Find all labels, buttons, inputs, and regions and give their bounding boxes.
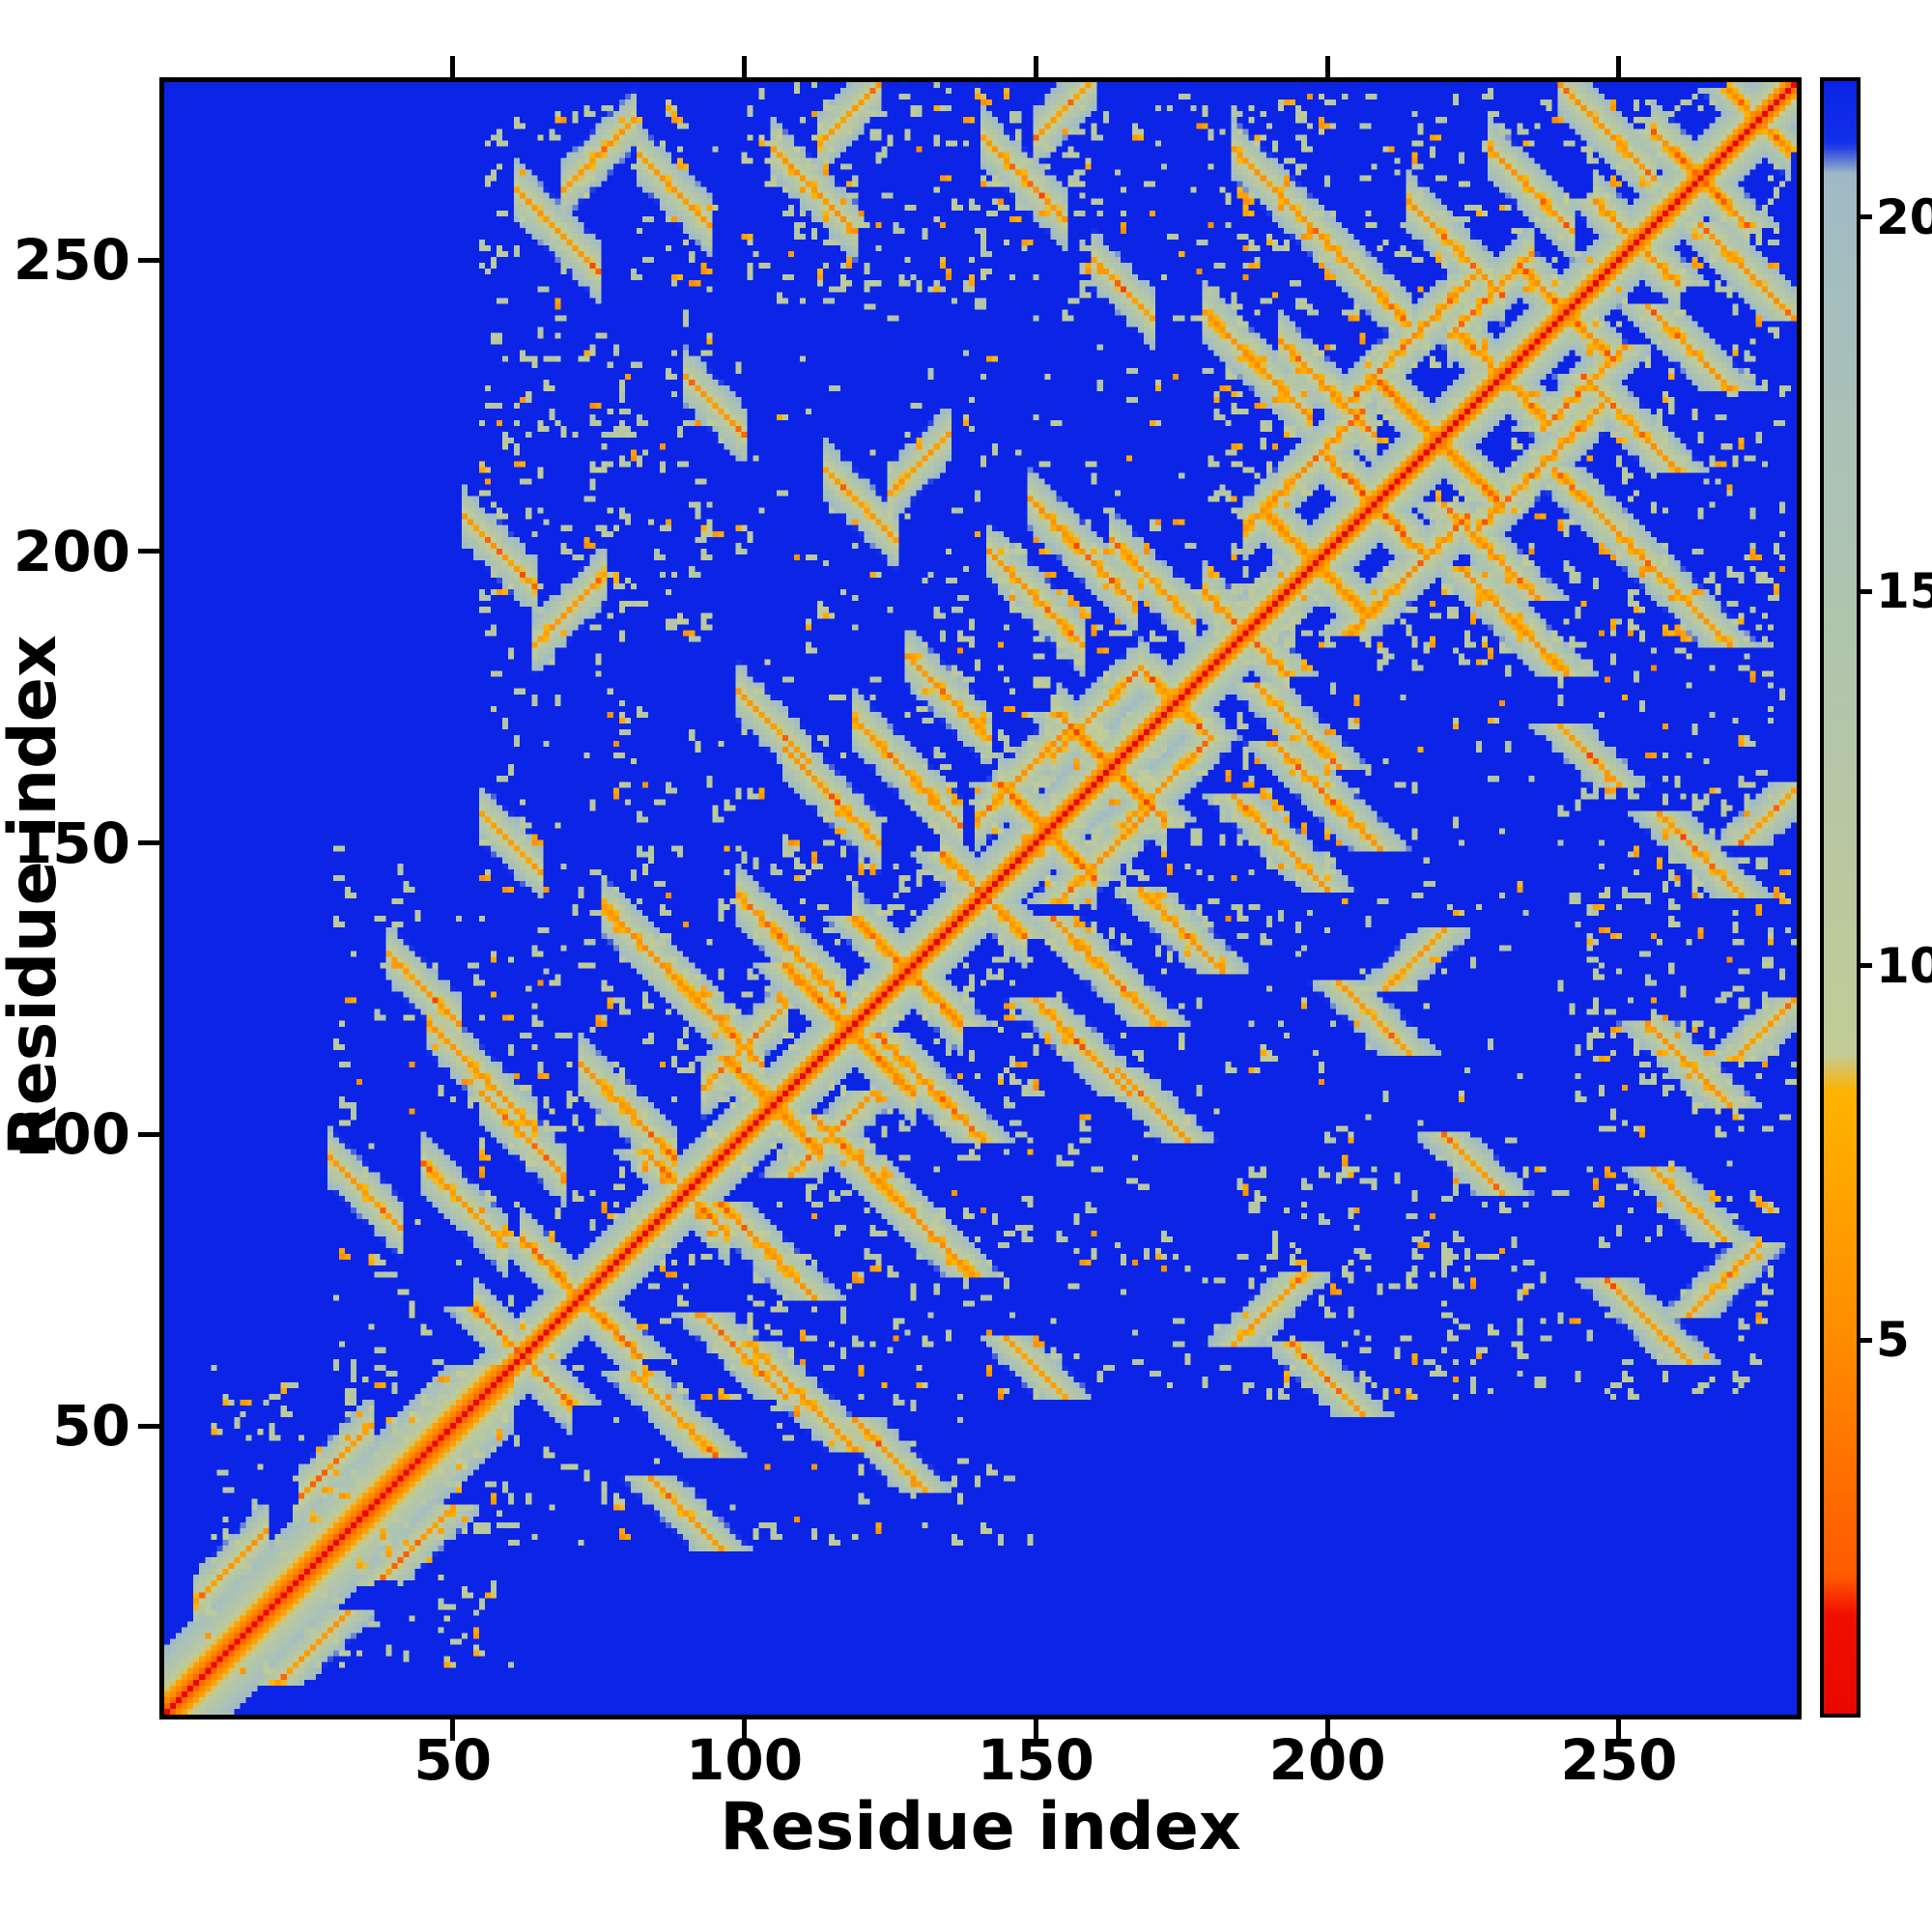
- y-axis-label: Residue index: [0, 635, 71, 1156]
- heatmap-canvas: [164, 82, 1797, 1715]
- colorbar-tick-label: 10: [1876, 937, 1932, 994]
- x-tick-mark: [1033, 1719, 1038, 1741]
- x-tick-label: 50: [413, 1727, 493, 1793]
- y-tick-label: 200: [13, 518, 130, 584]
- colorbar-tick-label: 15: [1876, 563, 1932, 620]
- x-tick-mark-top: [1324, 56, 1330, 77]
- y-tick-mark: [138, 1423, 159, 1429]
- x-tick-mark-top: [450, 56, 456, 77]
- y-tick-mark: [138, 257, 159, 263]
- colorbar-tick-label: 5: [1876, 1312, 1910, 1369]
- x-axis-label: Residue index: [720, 1789, 1241, 1865]
- y-tick-label: 150: [13, 810, 130, 876]
- y-tick-mark: [138, 840, 159, 846]
- colorbar-tick-label: 20: [1876, 188, 1932, 245]
- x-tick-mark-top: [1033, 56, 1038, 77]
- x-tick-label: 200: [1268, 1727, 1386, 1793]
- x-tick-label: 250: [1560, 1727, 1678, 1793]
- y-tick-mark: [138, 1131, 159, 1137]
- x-tick-mark: [450, 1719, 456, 1741]
- x-tick-label: 150: [977, 1727, 1094, 1793]
- x-tick-mark: [1616, 1719, 1622, 1741]
- plot-area: [159, 77, 1802, 1719]
- x-tick-mark-top: [1616, 56, 1622, 77]
- x-tick-mark-top: [742, 56, 748, 77]
- colorbar-tick-mark: [1861, 588, 1872, 594]
- y-tick-label: 50: [52, 1393, 130, 1460]
- colorbar-gradient: [1824, 81, 1857, 1714]
- x-tick-mark: [742, 1719, 748, 1741]
- x-tick-mark: [1324, 1719, 1330, 1741]
- y-tick-label: 250: [13, 227, 130, 294]
- colorbar-tick-mark: [1861, 963, 1872, 969]
- y-tick-label: 100: [13, 1101, 130, 1168]
- colorbar-tick-mark: [1861, 1337, 1872, 1343]
- y-tick-mark: [138, 549, 159, 554]
- x-tick-label: 100: [686, 1727, 804, 1793]
- colorbar: [1820, 77, 1861, 1718]
- colorbar-tick-mark: [1861, 214, 1872, 220]
